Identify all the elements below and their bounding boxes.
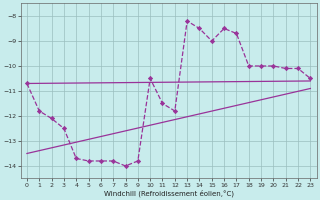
X-axis label: Windchill (Refroidissement éolien,°C): Windchill (Refroidissement éolien,°C) (104, 189, 234, 197)
